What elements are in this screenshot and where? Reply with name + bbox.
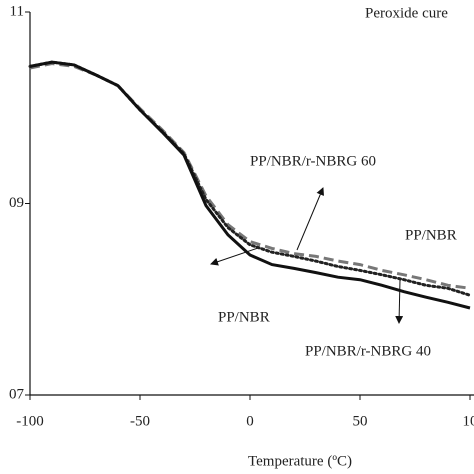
x-tick-label: -100: [16, 413, 44, 429]
annotation: PP/NBR: [405, 227, 457, 243]
arrow: [296, 187, 324, 251]
x-tick-label: -50: [130, 413, 150, 429]
x-axis-label: Temperature (ºC): [248, 453, 352, 469]
arrow: [395, 279, 404, 324]
x-tick-label: 50: [353, 413, 368, 429]
y-tick-label: 11: [10, 3, 24, 19]
annotation: PP/NBR/r-NBRG 40: [305, 343, 431, 359]
y-tick-label: 09: [9, 195, 24, 211]
annotation: PP/NBR/r-NBRG 60: [250, 153, 376, 169]
annotation: PP/NBR: [218, 309, 270, 325]
y-tick-label: 07: [9, 386, 25, 402]
arrow: [210, 247, 259, 266]
x-tick-label: 10: [463, 413, 474, 429]
series-line: [29, 60, 471, 310]
chart-title: Peroxide cure: [365, 5, 448, 21]
x-tick-label: 0: [246, 413, 254, 429]
series-line: [28, 60, 472, 297]
